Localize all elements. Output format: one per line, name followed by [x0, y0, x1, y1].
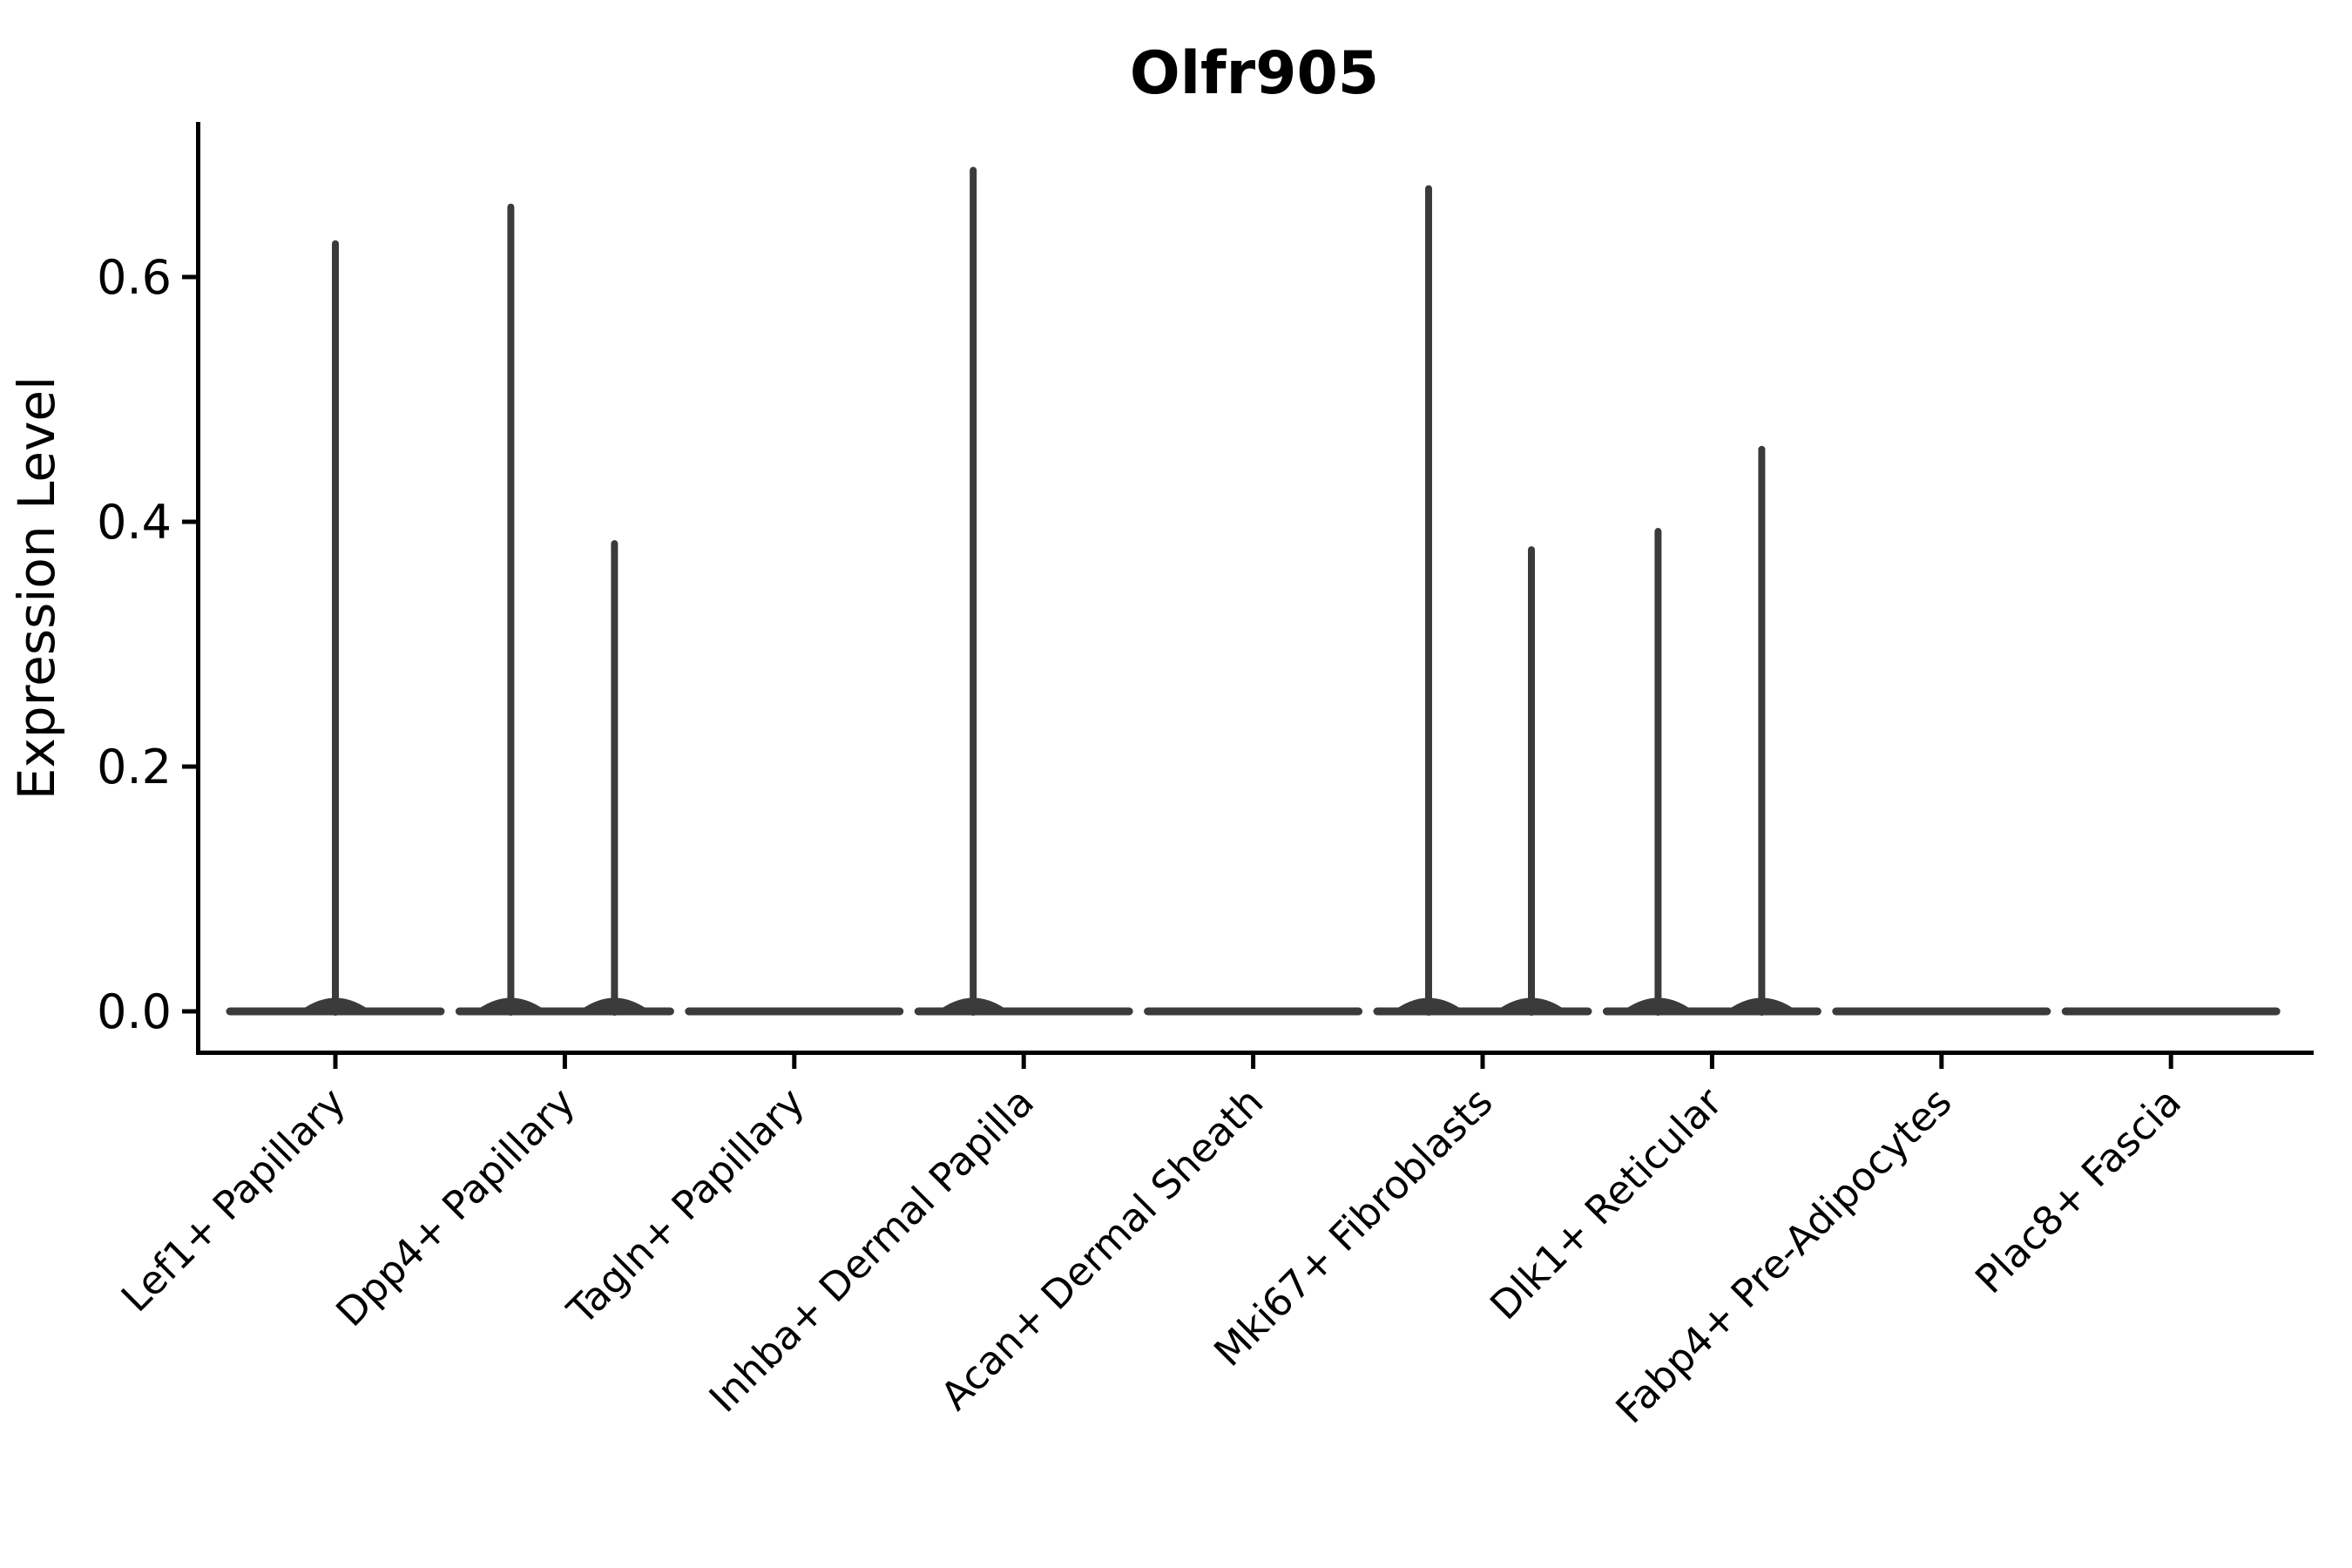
x-tick-label: Plac8+ Fascia: [1966, 1078, 2190, 1302]
x-tick-label: Lef1+ Papillary: [112, 1078, 355, 1321]
y-tick-mark: [182, 519, 196, 524]
y-tick-label: 0.2: [97, 740, 172, 794]
y-tick-label: 0.6: [97, 250, 172, 305]
x-tick-label: Dlk1+ Reticular: [1481, 1078, 1731, 1328]
x-tick-mark: [1480, 1055, 1485, 1069]
x-tick-mark: [562, 1055, 567, 1069]
x-tick-mark: [333, 1055, 338, 1069]
x-tick-mark: [1021, 1055, 1026, 1069]
x-tick-mark: [1709, 1055, 1714, 1069]
x-tick-mark: [1251, 1055, 1256, 1069]
y-tick-label: 0.4: [97, 495, 172, 550]
y-tick-mark: [182, 274, 196, 280]
tick-layer: [182, 274, 2173, 1069]
x-axis-spine: [196, 1051, 2314, 1055]
x-tick-label: Dpp4+ Papillary: [327, 1078, 584, 1335]
x-tick-mark: [2168, 1055, 2173, 1069]
violin-layer: [226, 166, 2281, 1016]
y-tick-mark: [182, 1009, 196, 1014]
y-axis-label: Expression Level: [7, 376, 66, 800]
y-axis-spine: [196, 122, 200, 1055]
x-tick-label: Tagln+ Papillary: [558, 1078, 813, 1334]
axes-layer: [196, 122, 2314, 1055]
x-tick-mark: [792, 1055, 797, 1069]
x-tick-mark: [1939, 1055, 1944, 1069]
plot-title: Olfr905: [1130, 39, 1379, 108]
y-tick-label: 0.0: [97, 984, 172, 1039]
y-tick-mark: [182, 764, 196, 769]
